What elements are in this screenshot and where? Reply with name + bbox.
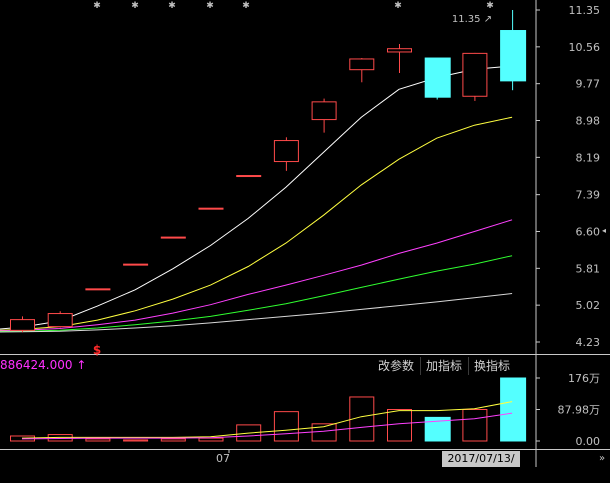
gear-marker-icon: ✱ xyxy=(93,1,101,11)
volume-bar xyxy=(424,416,451,442)
candle-body xyxy=(160,236,186,239)
gear-marker-icon: ✱ xyxy=(394,1,402,11)
candle-body xyxy=(47,313,73,328)
volume-bar xyxy=(387,409,412,442)
price-tick-label: 8.98 xyxy=(576,115,601,128)
volume-value: 886424.000 xyxy=(0,358,73,372)
volume-readout: 886424.000 ↑ xyxy=(0,358,86,372)
moving-average-line xyxy=(0,293,513,333)
price-tick-label: 8.19 xyxy=(576,151,601,164)
volume-bar xyxy=(160,438,186,442)
cursor-date-label: 2017/07/13/四 xyxy=(442,451,520,481)
candle-body xyxy=(236,175,262,178)
gear-marker-icon: ✱ xyxy=(242,1,250,11)
candle-body xyxy=(500,30,527,82)
toolbar-divider xyxy=(468,357,469,375)
moving-average-line xyxy=(0,116,513,331)
scroll-right-icon[interactable]: » xyxy=(598,453,606,464)
price-tick-label: 7.39 xyxy=(576,189,601,202)
gear-marker-icon: ✱ xyxy=(131,1,139,11)
candle-body xyxy=(311,101,337,121)
candle-body xyxy=(198,207,224,210)
gear-marker-icon: ✱ xyxy=(206,1,214,11)
volume-moving-average-line xyxy=(21,401,513,439)
gear-marker-icon: ✱ xyxy=(486,1,494,11)
candle-body xyxy=(462,52,488,97)
price-tick-label: 10.56 xyxy=(569,41,601,54)
gear-marker-icon: ✱ xyxy=(168,1,176,11)
price-tick-label: 5.81 xyxy=(576,262,601,275)
volume-bar xyxy=(462,409,488,442)
volume-bar xyxy=(85,438,111,442)
volume-bar xyxy=(123,439,149,442)
moving-average-line xyxy=(0,65,513,330)
volume-moving-average-line xyxy=(21,412,513,440)
volume-tick-label: 87.98万 xyxy=(558,404,601,417)
moving-average-line xyxy=(0,255,513,333)
high-price-label: 11.35 ↗ xyxy=(452,14,492,25)
switch-indicator-button[interactable]: 换指标 xyxy=(472,357,513,375)
price-tick-label: 11.35 xyxy=(569,4,601,17)
x-axis-month-label: 07 xyxy=(216,452,230,465)
price-tick-label: 5.02 xyxy=(576,299,601,312)
signal-marker-label: $ xyxy=(93,343,101,357)
toolbar-divider xyxy=(420,357,421,375)
collapse-arrow-icon[interactable]: ◂ xyxy=(602,226,607,235)
volume-bar xyxy=(500,377,527,442)
candle-body xyxy=(10,319,35,331)
price-tick-label: 9.77 xyxy=(576,78,601,91)
candle-body xyxy=(273,140,299,163)
price-tick-label: 4.23 xyxy=(576,336,601,349)
volume-bar xyxy=(273,411,299,442)
volume-up-arrow-icon: ↑ xyxy=(76,358,87,372)
candle-body xyxy=(123,263,149,266)
candle-body xyxy=(349,58,375,71)
candle-body xyxy=(85,288,111,291)
candle-body xyxy=(387,48,412,53)
price-tick-label: 6.60 xyxy=(576,225,601,238)
moving-average-line xyxy=(0,219,513,332)
kline-chart-window: ✱ ✱ ✱ ✱ ✱ ✱ ✱ 11.35 10.56 9.77 8.98 8.19 7.39 6.60 5.8… xyxy=(0,0,610,467)
volume-tick-label: 0.00 xyxy=(576,435,601,448)
kline-chart-canvas[interactable]: ✱ ✱ ✱ ✱ ✱ ✱ ✱ 11.35 10.56 9.77 8.98 8.19 7.39 6.60 5.8… xyxy=(0,0,610,467)
modify-params-button[interactable]: 改参数 xyxy=(376,357,417,375)
volume-bar xyxy=(198,437,224,442)
volume-tick-label: 176万 xyxy=(568,372,600,385)
add-indicator-button[interactable]: 加指标 xyxy=(424,357,465,375)
candle-body xyxy=(424,57,451,98)
